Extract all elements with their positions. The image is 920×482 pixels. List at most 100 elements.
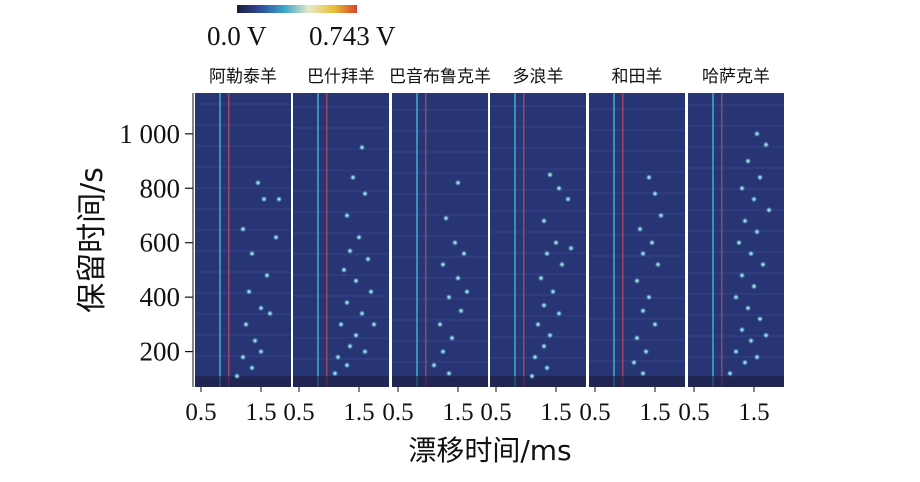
panel-title: 多浪羊 (513, 67, 564, 87)
signal-spot (744, 304, 752, 312)
panel-background (490, 93, 586, 387)
noise-band (293, 148, 389, 150)
signal-spot (765, 206, 773, 214)
noise-band (589, 150, 685, 152)
signal-spot (340, 266, 348, 274)
signal-spot (645, 174, 653, 181)
panel-separator (686, 93, 688, 387)
x-tick-label: 0.5 (283, 399, 314, 426)
noise-band (392, 256, 488, 258)
signal-spot (352, 332, 360, 339)
signal-spot (633, 334, 641, 342)
noise-band (195, 313, 291, 315)
noise-band (195, 334, 291, 336)
panel-background (293, 93, 389, 387)
noise-band (589, 360, 685, 362)
bottom-strip (688, 376, 784, 387)
signal-spot (436, 321, 444, 328)
signal-spot (543, 250, 551, 257)
noise-band (490, 168, 586, 170)
rip-line-red (721, 93, 723, 387)
noise-band (589, 297, 685, 299)
noise-band (195, 124, 291, 126)
signal-spot (642, 348, 650, 355)
noise-band (490, 105, 586, 107)
signal-spot (639, 307, 647, 314)
rip-line-cyan (219, 93, 221, 387)
noise-band (293, 106, 389, 108)
signal-spot (352, 277, 360, 284)
signal-spot (636, 225, 644, 233)
signal-spot (654, 261, 662, 268)
signal-spot (738, 326, 746, 333)
signal-spot (639, 250, 647, 257)
signal-spot (753, 353, 761, 361)
signal-spot (343, 299, 351, 306)
noise-band (688, 209, 784, 211)
noise-band (392, 361, 488, 363)
signal-spot (735, 239, 743, 246)
noise-band (293, 316, 389, 318)
noise-band (293, 337, 389, 339)
signal-spot (439, 348, 447, 355)
noise-band (589, 192, 685, 194)
noise-band (490, 315, 586, 317)
signal-spot (651, 321, 659, 328)
noise-band (392, 130, 488, 132)
signal-spot (248, 364, 256, 372)
signal-spot (358, 144, 366, 151)
noise-band (688, 293, 784, 295)
noise-band (688, 167, 784, 169)
signal-spot (753, 228, 761, 235)
y-tick-label: 400 (140, 282, 181, 312)
noise-band (589, 129, 685, 131)
x-tick-label: 1.5 (245, 399, 276, 426)
colorbar: 0.0 V 0.743 V (207, 5, 396, 51)
signal-spot (546, 171, 554, 178)
panel-title: 巴音布鲁克羊 (389, 67, 491, 87)
noise-band (392, 214, 488, 216)
signal-spot (537, 274, 545, 282)
signal-spot (744, 157, 752, 165)
noise-band (490, 126, 586, 128)
noise-band (589, 234, 685, 236)
signal-spot (463, 288, 471, 295)
signal-spot (738, 272, 746, 279)
signal-spot (257, 348, 265, 355)
noise-band (490, 231, 586, 233)
signal-spot (233, 372, 241, 380)
noise-band (490, 294, 586, 296)
bottom-strip (392, 376, 488, 387)
signal-spot (645, 294, 653, 301)
rip-line-red (326, 93, 328, 387)
signal-spot (540, 217, 548, 225)
signal-spot (534, 321, 542, 328)
noise-band (293, 253, 389, 255)
y-tick-label: 800 (140, 173, 181, 203)
bottom-strip (589, 376, 685, 387)
signal-spot (558, 261, 566, 268)
noise-band (195, 187, 291, 189)
noise-band (392, 172, 488, 174)
panel-title: 阿勒泰羊 (209, 67, 277, 87)
signal-spot (349, 174, 357, 181)
signal-spot (343, 362, 351, 369)
noise-band (490, 336, 586, 338)
noise-band (392, 151, 488, 153)
noise-band (490, 189, 586, 191)
noise-band (392, 109, 488, 111)
x-axis: 0.5 1.5 0.5 1.5 0.5 1.5 0.5 1.5 0.5 1.5 0.5 1.5 (185, 387, 770, 426)
noise-band (392, 298, 488, 300)
signal-spot (657, 212, 665, 219)
signal-spot (263, 272, 271, 279)
signal-spot (639, 370, 647, 377)
signal-spot (445, 294, 453, 301)
signal-spot (254, 179, 262, 186)
signal-spot (762, 141, 770, 148)
signal-spot (361, 348, 369, 355)
signal-spot (257, 304, 265, 312)
signal-spot (762, 332, 770, 339)
signal-spot (546, 332, 554, 339)
y-axis-label: 保留时间/s (75, 167, 110, 313)
